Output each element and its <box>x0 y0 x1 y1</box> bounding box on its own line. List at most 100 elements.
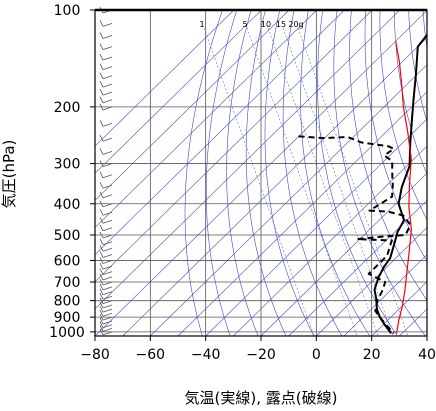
x-axis-title: 気温(実線), 露点(破線) <box>185 389 338 407</box>
wind-barb <box>99 238 113 246</box>
wind-barb-shaft <box>102 295 113 300</box>
y-tick-label: 100 <box>54 3 81 19</box>
wind-barb-flag <box>99 32 104 39</box>
dry-adiabat-line <box>206 10 238 336</box>
wind-barb-flag <box>99 20 104 27</box>
wind-barb-flag <box>99 288 104 295</box>
y-tick-label: 600 <box>54 253 81 269</box>
wind-barb <box>99 288 113 296</box>
wind-barb-flag <box>99 88 104 96</box>
wind-barb-flag <box>99 231 104 239</box>
profile-lines <box>298 33 427 334</box>
dry-adiabat-line <box>394 10 427 175</box>
y-axis-title: 気圧(hPa) <box>0 140 18 209</box>
wind-barbs <box>99 6 113 336</box>
isopleth-layer <box>95 10 427 336</box>
wind-barb-flag <box>99 217 104 224</box>
wind-barb-shaft <box>102 99 113 104</box>
wind-barb-flag <box>99 238 104 245</box>
wind-barb <box>99 96 113 104</box>
dry-adiabat-line <box>333 10 426 336</box>
wind-barb-shaft <box>102 106 113 111</box>
x-tick-label: −80 <box>80 347 110 363</box>
dry-adiabat-line <box>184 10 223 336</box>
wind-barb-shaft <box>102 56 113 61</box>
wind-barb-flag <box>99 301 104 309</box>
wind-barb-flag <box>99 321 104 328</box>
wind-barb-flag <box>99 43 104 50</box>
wind-barb-shaft <box>102 320 113 325</box>
x-tick-label: −60 <box>136 347 166 363</box>
dry-adiabat-line <box>226 10 259 336</box>
wind-barb <box>99 317 113 325</box>
axis-ticks: −80 −60 −40 −20 0 20 40 100 200 300 400 500 600 700 80… <box>49 3 436 363</box>
wind-barb-shaft <box>102 327 113 332</box>
mixing-ratio-label: 1 <box>199 20 204 29</box>
wind-barb <box>99 262 113 270</box>
wind-barb-flag <box>99 278 104 286</box>
mixing-ratio-label: 20g <box>288 20 303 29</box>
wind-barb-shaft <box>102 211 113 216</box>
wind-barb <box>99 297 113 305</box>
wind-barb-flag <box>99 293 104 300</box>
isotherm-line <box>95 10 401 310</box>
wind-barb-flag <box>99 257 104 264</box>
isotherm-line <box>150 64 427 336</box>
wind-barb <box>99 134 113 142</box>
wind-barb-flag <box>99 120 104 127</box>
y-tick-label: 300 <box>54 157 81 173</box>
dry-adiabat-line <box>300 10 371 336</box>
wind-barb-shaft <box>102 203 113 208</box>
wind-barb-shaft <box>102 276 113 281</box>
wind-barb-shaft <box>102 308 113 313</box>
wind-barb-flag <box>99 297 104 304</box>
wind-barb-flag <box>99 328 104 336</box>
wind-barb <box>99 181 113 189</box>
wind-barb-shaft <box>102 324 113 329</box>
wind-barb-shaft <box>102 316 113 321</box>
isotherm-line <box>288 199 427 336</box>
wind-barb-shaft <box>102 260 113 264</box>
wind-barb <box>99 103 113 111</box>
wind-barb-shaft <box>102 174 113 179</box>
wind-barb <box>99 325 113 332</box>
wind-barb-shaft <box>102 137 113 142</box>
wind-barb-flag <box>99 283 104 291</box>
y-tick-label: 400 <box>54 197 81 213</box>
wind-barb <box>99 273 113 281</box>
wind-barb-flag <box>99 305 104 313</box>
isotherm-line <box>95 10 262 174</box>
wind-barb-shaft <box>102 271 113 276</box>
wind-barb <box>99 88 113 96</box>
dry-adiabat-line <box>349 10 427 301</box>
wind-barb-shaft <box>102 265 113 270</box>
wind-barb-shaft <box>102 300 113 305</box>
wind-barb <box>99 278 113 286</box>
wind-barb <box>99 200 113 208</box>
isotherm-line <box>426 335 427 336</box>
wind-barb <box>99 53 113 61</box>
wind-barb <box>99 231 113 239</box>
wind-barb-flag <box>99 63 104 70</box>
wind-barb-flag <box>99 273 104 281</box>
wind-barb-flag <box>99 262 104 270</box>
y-tick-label: 1000 <box>49 325 85 341</box>
wind-barb <box>99 72 113 80</box>
wind-barb <box>99 120 113 127</box>
wind-barb <box>99 191 113 199</box>
wind-barb-flag <box>99 245 104 252</box>
wind-barb-shaft <box>102 66 113 71</box>
wind-barb-shaft <box>102 254 113 258</box>
wind-barb-shaft <box>102 75 113 80</box>
wind-barb <box>99 321 113 329</box>
wind-barb <box>99 32 113 39</box>
wind-barb-shaft <box>102 35 113 39</box>
wind-barb-flag <box>99 103 104 111</box>
wind-barb-shaft <box>102 122 113 127</box>
mixing-ratio-label: 15 <box>276 20 286 29</box>
isotherm-line <box>122 37 427 336</box>
isotherm-line <box>95 10 290 201</box>
x-tick-label: 20 <box>363 347 381 363</box>
wind-barb <box>99 63 113 71</box>
mixing-ratio-label: 5 <box>242 20 247 29</box>
